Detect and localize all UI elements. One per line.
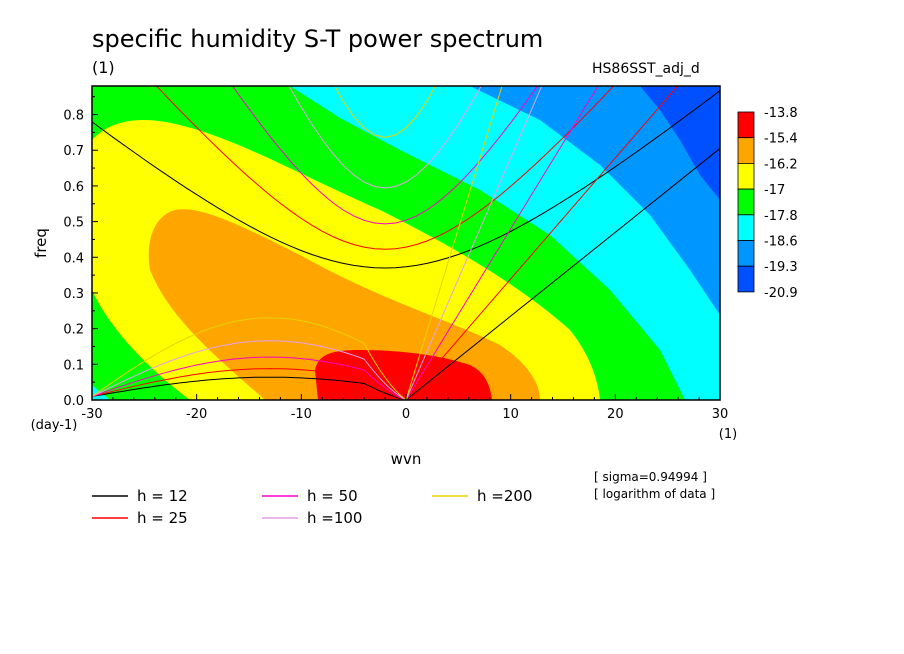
dispersion-curve-rossby [92, 317, 407, 400]
dispersion-curve-rossby [92, 340, 407, 400]
y-tick-label: 0.4 [63, 251, 84, 266]
colorbar-label: -19.3 [764, 260, 798, 275]
colorbar-label: -17 [764, 183, 785, 198]
annotation-sigma: [ sigma=0.94994 ] [594, 470, 707, 484]
y-axis-label: freq [32, 228, 50, 258]
colorbar-label: -15.4 [764, 132, 798, 147]
dispersion-curves [92, 86, 720, 400]
dispersion-curve-upper [155, 86, 615, 250]
dispersion-curve-kelvin [405, 86, 599, 400]
colorbar-swatch [737, 137, 755, 164]
x-tick-label: -30 [81, 407, 102, 422]
dispersion-curve-kelvin [405, 148, 720, 400]
legend-label: h =200 [477, 487, 532, 505]
field-band-red [315, 350, 492, 400]
annotation-log: [ logarithm of data ] [594, 487, 715, 501]
colorbar-label: -18.6 [764, 235, 798, 250]
field-band-orange [148, 209, 540, 400]
colorbar-swatch [737, 240, 755, 267]
dispersion-curve-rossby [92, 368, 407, 400]
dispersion-curve-rossby [92, 376, 407, 400]
x-tick-label: 30 [712, 407, 729, 422]
dataset-label: HS86SST_adj_d [592, 61, 700, 77]
colorbar-label: -20.9 [764, 286, 798, 301]
dispersion-curve-upper [231, 86, 539, 225]
chart-title: specific humidity S-T power spectrum [92, 25, 544, 53]
y-tick-label: 0.6 [63, 180, 84, 195]
y-tick-label: 0.5 [63, 216, 84, 231]
legend: h = 12 h = 25 h = 50 h =100 h =200 [92, 487, 532, 527]
dispersion-curve-upper [92, 90, 720, 269]
legend-label: h = 25 [137, 509, 188, 527]
unit-label: (1) [92, 58, 115, 77]
x-tick-label: 10 [502, 407, 519, 422]
dispersion-curve-kelvin [405, 86, 679, 400]
dispersion-curve-rossby [92, 356, 407, 400]
colorbar-label: -16.2 [764, 157, 798, 172]
legend-label: h = 12 [137, 487, 188, 505]
x-tick-label: 0 [402, 407, 410, 422]
colorbar-label: -13.8 [764, 106, 798, 121]
y-tick-label: 0.1 [63, 358, 84, 373]
legend-label: h =100 [307, 509, 362, 527]
colorbar-swatch [737, 188, 755, 216]
colorbar-swatch [737, 265, 755, 293]
y-tick-label: 0.2 [63, 323, 84, 338]
colorbar-label: -17.8 [764, 209, 798, 224]
x-tick-label: 20 [607, 407, 624, 422]
axes: -30 -20 -10 0 10 20 30 0.0 0.1 0.2 0.3 0.4 0.5 0.6 0.7… [31, 96, 737, 468]
dispersion-curve-upper [288, 86, 482, 189]
colorbar-swatch [737, 214, 755, 241]
dispersion-curve-kelvin [405, 86, 543, 400]
x-axis-unit: (1) [719, 427, 737, 442]
y-tick-label: 0.3 [63, 287, 84, 302]
y-axis-unit: (day-1) [31, 418, 78, 433]
x-tick-label: -20 [186, 407, 207, 422]
colorbar-swatch [737, 111, 755, 139]
y-tick-label: 0.8 [63, 109, 84, 124]
x-axis-label: wvn [391, 450, 422, 468]
colorbar-swatch [737, 162, 755, 190]
legend-label: h = 50 [307, 487, 358, 505]
dispersion-curve-upper [334, 86, 436, 138]
x-tick-label: -10 [291, 407, 312, 422]
contour-field [92, 86, 720, 400]
y-tick-label: 0.7 [63, 144, 84, 159]
y-tick-label: 0.0 [63, 394, 84, 409]
field-band-deep-blue [640, 86, 720, 200]
dispersion-curve-kelvin [405, 86, 503, 400]
colorbar: -13.8 -15.4 -16.2 -17 -17.8 -18.6 -19.3 -20.9 [737, 106, 798, 301]
annotations: [ sigma=0.94994 ] [ logarithm of data ] [594, 470, 715, 501]
